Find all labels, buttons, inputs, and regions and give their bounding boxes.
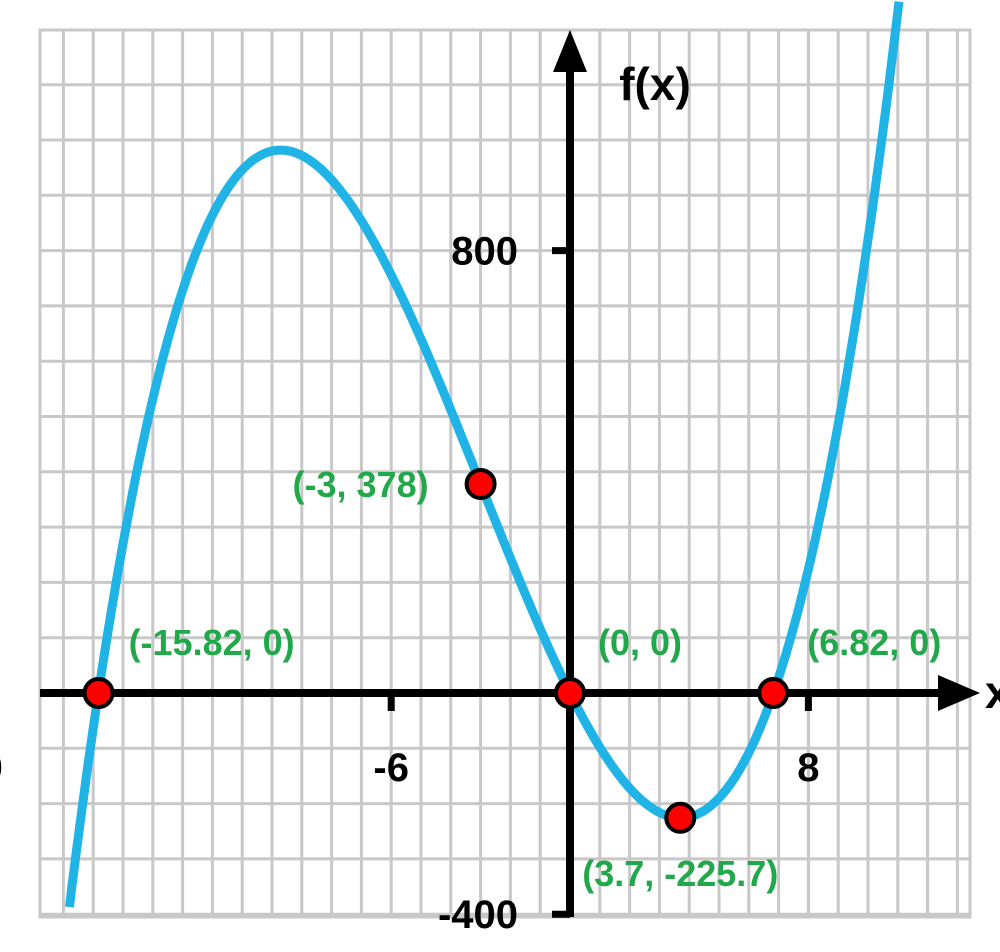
data-point xyxy=(554,677,586,709)
point-label: (6.82, 0) xyxy=(807,622,941,663)
y-axis-title: f(x) xyxy=(619,58,691,110)
point-label: (0, 0) xyxy=(598,622,682,663)
data-point xyxy=(82,677,115,709)
x-tick-label: 8 xyxy=(797,746,819,790)
x-tick-label: -20 xyxy=(0,746,3,790)
point-label: (3.7, -225.7) xyxy=(582,853,778,894)
highlighted-points xyxy=(82,467,790,834)
axes xyxy=(40,30,980,918)
data-point xyxy=(464,467,497,500)
point-label: (-15.82, 0) xyxy=(129,622,295,663)
x-axis-arrow-icon xyxy=(938,675,980,711)
data-point xyxy=(664,801,697,834)
data-point xyxy=(757,677,790,709)
y-axis-arrow-icon xyxy=(553,30,587,72)
grid-border xyxy=(38,28,972,919)
y-tick-label: -400 xyxy=(438,893,518,937)
chart-text: -20 -6 8 800 -400 f(x) x (-15.82, 0) (-3, 378) (0… xyxy=(0,58,1000,937)
grid xyxy=(38,28,972,919)
x-tick-label: -6 xyxy=(373,746,409,790)
y-tick-label: 800 xyxy=(451,230,518,274)
point-label: (-3, 378) xyxy=(293,464,429,505)
x-axis-title: x xyxy=(985,666,1000,718)
